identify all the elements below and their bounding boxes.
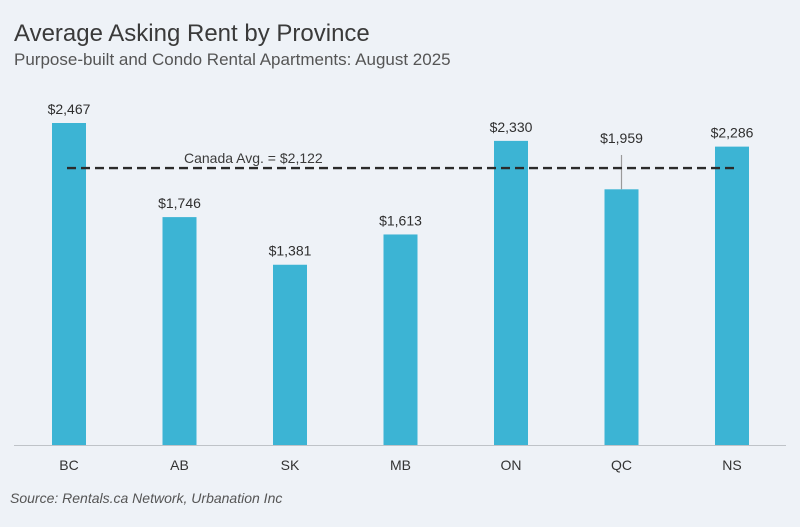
source-note: Source: Rentals.ca Network, Urbanation I… [10,490,283,506]
data-label-bc: $2,467 [48,101,91,117]
x-tick-label-qc: QC [611,457,632,473]
x-tick-label-ab: AB [170,457,189,473]
bar-mb [383,234,418,445]
bar-chart: Canada Avg. = $2,122 $2,467 BC $1,746 AB $1,3… [14,101,786,473]
x-tick-label-ns: NS [722,457,741,473]
data-label-on: $2,330 [490,119,533,135]
x-tick-label-mb: MB [390,457,411,473]
x-tick-label-sk: SK [281,457,300,473]
data-label-sk: $1,381 [269,243,312,259]
data-label-ab: $1,746 [158,195,201,211]
chart-subtitle: Purpose-built and Condo Rental Apartment… [14,50,451,69]
bar-qc [604,189,639,445]
bar-bc [52,123,86,445]
x-tick-label-bc: BC [59,457,78,473]
chart-title: Average Asking Rent by Province [14,20,370,47]
data-label-mb: $1,613 [379,212,422,228]
reference-line-label: Canada Avg. = $2,122 [184,150,323,166]
bar-ns [715,146,749,446]
bar-ab [162,217,197,445]
data-label-ns: $2,286 [711,125,754,141]
x-tick-label-on: ON [501,457,522,473]
data-label-qc: $1,959 [600,130,643,146]
bar-sk [273,264,307,445]
bar-on [494,140,528,445]
